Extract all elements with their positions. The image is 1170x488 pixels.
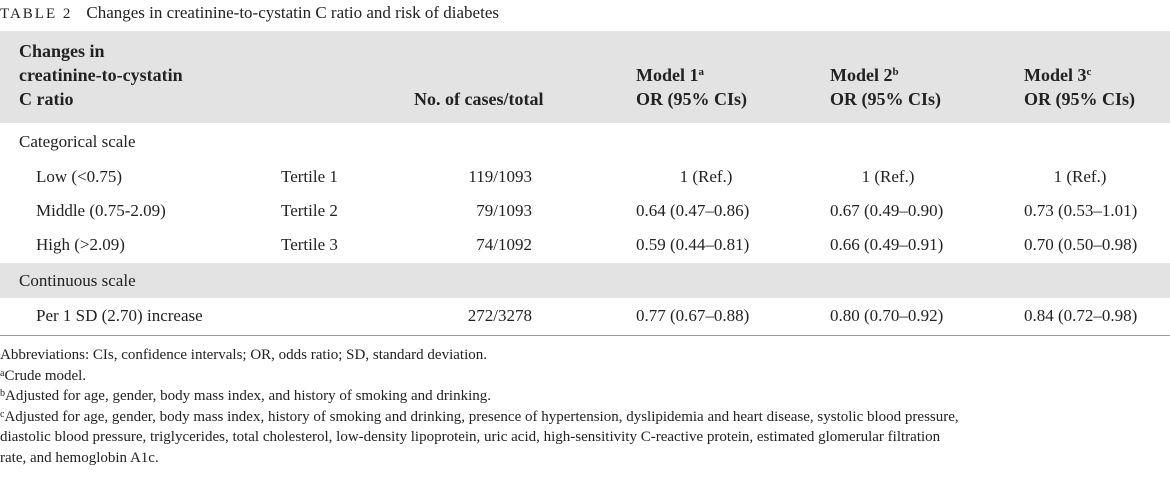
row2-group: Middle (0.75-2.09) [36,201,166,220]
header-model2-sup: b [892,66,899,78]
row2-cases: 79/1093 [476,201,532,220]
section-categorical: Categorical scale [19,132,136,151]
footnote-b-mark: b [0,388,5,399]
footnote-c: cAdjusted for age, gender, body mass ind… [0,407,1170,428]
header-model2-label: Model 2 [830,65,893,85]
row3-model1: 0.59 (0.44–0.81) [636,235,750,254]
section-continuous: Continuous scale [19,271,136,290]
header-model3-sup: c [1086,66,1092,78]
row1-model3: 1 (Ref.) [1053,167,1107,186]
row3-model3: 0.70 (0.50–0.98) [1024,235,1138,254]
table-caption: TABLE 2 Changes in creatinine-to-cystatin… [0,3,499,23]
row2-tertile: Tertile 2 [281,201,338,220]
header-col1-line3: C ratio [19,89,74,109]
footnote-c-line2: diastolic blood pressure, triglycerides,… [0,429,941,445]
row3-tertile: Tertile 3 [281,235,338,254]
footnote-c-mark: c [0,408,5,420]
footnote-a-text: Crude model. [4,367,87,384]
row1-model1: 1 (Ref.) [679,167,733,186]
table-title: Changes in creatinine-to-cystatin C rati… [86,3,499,22]
header-cases: No. of cases/total [414,89,544,109]
header-model3: Model 3c [1024,63,1091,87]
header-col1: Changes in creatinine-to-cystatin C rati… [19,39,183,111]
row4-group: Per 1 SD (2.70) increase [36,306,203,325]
row4-model3: 0.84 (0.72–0.98) [1024,306,1138,325]
footnote-b-text: Adjusted for age, gender, body mass inde… [5,388,491,404]
header-model2: Model 2b [830,63,899,87]
row2-model3: 0.73 (0.53–1.01) [1024,201,1138,220]
row1-model2: 1 (Ref.) [861,167,915,186]
row4-cases: 272/3278 [467,306,532,325]
table-bottom-rule [0,335,1170,336]
row2-model2: 0.67 (0.49–0.90) [830,201,944,220]
footnote-c-line3: rate, and hemoglobin A1c. [0,449,159,466]
header-model2-or: OR (95% CIs) [830,89,941,109]
table-header: Changes in creatinine-to-cystatin C rati… [0,31,1170,123]
header-model1-or: OR (95% CIs) [636,89,747,109]
footnote-b: bAdjusted for age, gender, body mass ind… [0,386,1170,407]
row3-cases: 74/1092 [476,235,532,254]
section-continuous-bar: Continuous scale [0,263,1170,298]
header-model3-label: Model 3 [1024,65,1087,85]
header-col1-line2: creatinine-to-cystatin [19,65,183,85]
header-col1-line1: Changes in [19,41,105,61]
table-footnotes: Abbreviations: CIs, confidence intervals… [0,345,1170,468]
header-model1: Model 1a [636,63,704,87]
row3-model2: 0.66 (0.49–0.91) [830,235,944,254]
row1-tertile: Tertile 1 [281,167,338,186]
footnote-c-line1: Adjusted for age, gender, body mass inde… [4,408,959,425]
row1-group: Low (<0.75) [36,167,123,186]
header-model1-sup: a [698,66,705,78]
row1-cases: 119/1093 [468,167,532,186]
footnote-a-mark: a [0,367,5,379]
row3-group: High (>2.09) [36,235,125,254]
header-model1-label: Model 1 [636,65,699,85]
header-model3-or: OR (95% CIs) [1024,89,1135,109]
footnote-abbrev: Abbreviations: CIs, confidence intervals… [0,347,487,363]
row4-model2: 0.80 (0.70–0.92) [830,306,944,325]
row4-model1: 0.77 (0.67–0.88) [636,306,750,325]
table-label: TABLE 2 [0,6,73,22]
footnote-a: aCrude model. [0,366,1170,387]
row2-model1: 0.64 (0.47–0.86) [636,201,750,220]
